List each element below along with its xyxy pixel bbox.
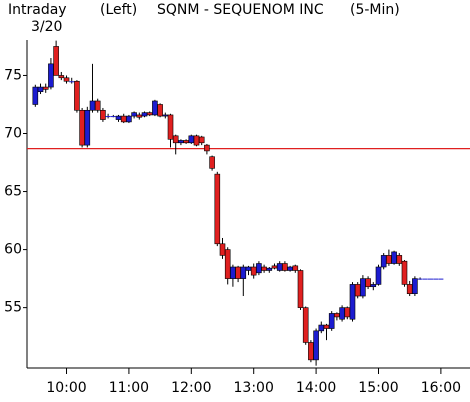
candle-body bbox=[157, 104, 163, 117]
candle-body bbox=[308, 342, 314, 361]
candle-body bbox=[292, 265, 299, 271]
candle-body bbox=[287, 266, 293, 271]
candle-body bbox=[120, 115, 127, 123]
candle-body bbox=[276, 263, 283, 271]
candle-body bbox=[328, 313, 335, 329]
candle-body bbox=[391, 251, 397, 264]
x-tick-label: 12:00 bbox=[171, 380, 211, 396]
y-tick-label: 65 bbox=[4, 184, 22, 200]
candle-body bbox=[115, 115, 122, 120]
y-tick-label: 60 bbox=[4, 242, 22, 258]
chart-interval: (5-Min) bbox=[350, 2, 400, 18]
candle-body bbox=[146, 112, 153, 116]
candle-body bbox=[79, 109, 85, 146]
candle-body bbox=[178, 140, 184, 144]
candle-body bbox=[141, 112, 148, 117]
candle-body bbox=[344, 307, 351, 318]
candle-body bbox=[89, 100, 96, 111]
candle-body bbox=[74, 80, 80, 111]
candle-body bbox=[204, 144, 210, 152]
candle-body bbox=[94, 100, 101, 111]
candle-body bbox=[380, 255, 387, 268]
candle-body bbox=[172, 135, 179, 144]
candle-body bbox=[412, 278, 418, 295]
candle-body bbox=[240, 266, 247, 279]
x-tick-label: 11:00 bbox=[109, 380, 149, 396]
candle-body bbox=[53, 46, 59, 76]
candle-body bbox=[37, 86, 44, 93]
candle-body bbox=[266, 267, 273, 271]
candle-body bbox=[261, 266, 267, 271]
candle-body bbox=[105, 116, 111, 118]
candle-body bbox=[219, 243, 226, 256]
candle-body bbox=[438, 278, 444, 280]
candle-body bbox=[360, 278, 366, 297]
candle-body bbox=[433, 278, 439, 280]
candle-body bbox=[406, 284, 413, 295]
x-tick-label: 13:00 bbox=[234, 380, 274, 396]
candle-body bbox=[349, 284, 356, 320]
candle-body bbox=[42, 86, 49, 90]
candle-body bbox=[297, 270, 304, 308]
candle-body bbox=[152, 100, 158, 116]
candle-body bbox=[256, 263, 262, 274]
candle-body bbox=[193, 135, 200, 146]
candle-body bbox=[386, 255, 392, 264]
y-tick-label: 75 bbox=[4, 67, 22, 83]
candle-body bbox=[136, 114, 143, 118]
candle-body bbox=[235, 266, 241, 279]
candle-body bbox=[167, 114, 174, 140]
candle-body bbox=[230, 266, 236, 279]
candle-body bbox=[58, 75, 65, 79]
candle-body bbox=[282, 263, 288, 271]
candle-body bbox=[188, 135, 195, 144]
chart-title: SQNM - SEQUENOM INC bbox=[157, 2, 324, 18]
x-tick-label: 15:00 bbox=[358, 380, 398, 396]
candle-body bbox=[323, 324, 330, 329]
chart-label: Intraday bbox=[8, 2, 67, 18]
candle-body bbox=[422, 278, 428, 280]
candle-body bbox=[110, 116, 116, 118]
candle-body bbox=[334, 313, 340, 318]
candle-body bbox=[224, 249, 231, 279]
y-tick-label: 55 bbox=[4, 300, 22, 316]
candle-body bbox=[313, 330, 319, 361]
candle-body bbox=[32, 86, 39, 105]
candle-body bbox=[318, 324, 325, 332]
candle-body bbox=[183, 140, 189, 144]
candle-body bbox=[245, 266, 252, 271]
candle-body bbox=[100, 109, 106, 120]
candle-body bbox=[209, 156, 215, 169]
candle-body bbox=[271, 265, 278, 269]
candle-body bbox=[250, 266, 257, 276]
chart-panel: (Left) bbox=[100, 2, 137, 18]
candle-body bbox=[375, 266, 382, 285]
x-tick-label: 16:00 bbox=[421, 380, 461, 396]
candle-body bbox=[427, 278, 433, 280]
candle-body bbox=[131, 112, 137, 117]
x-tick-label: 10:00 bbox=[46, 380, 86, 396]
chart-date: 3/20 bbox=[31, 19, 62, 35]
candle-body bbox=[370, 284, 377, 288]
candle-body bbox=[63, 77, 70, 82]
candle-body bbox=[354, 284, 361, 297]
candle-body bbox=[302, 307, 309, 343]
candle-body bbox=[417, 278, 423, 280]
y-tick-label: 70 bbox=[4, 126, 22, 142]
x-tick-label: 14:00 bbox=[296, 380, 336, 396]
candle-body bbox=[339, 307, 345, 320]
candle-body bbox=[396, 255, 403, 264]
candle-body bbox=[365, 278, 371, 288]
candle-body bbox=[198, 136, 205, 144]
candle-body bbox=[126, 115, 132, 123]
candle-body bbox=[162, 114, 169, 117]
candle-body bbox=[401, 260, 408, 285]
candle-body bbox=[48, 63, 54, 88]
candle-body bbox=[84, 109, 91, 146]
candle-body bbox=[69, 81, 75, 83]
candle-body bbox=[214, 173, 221, 245]
